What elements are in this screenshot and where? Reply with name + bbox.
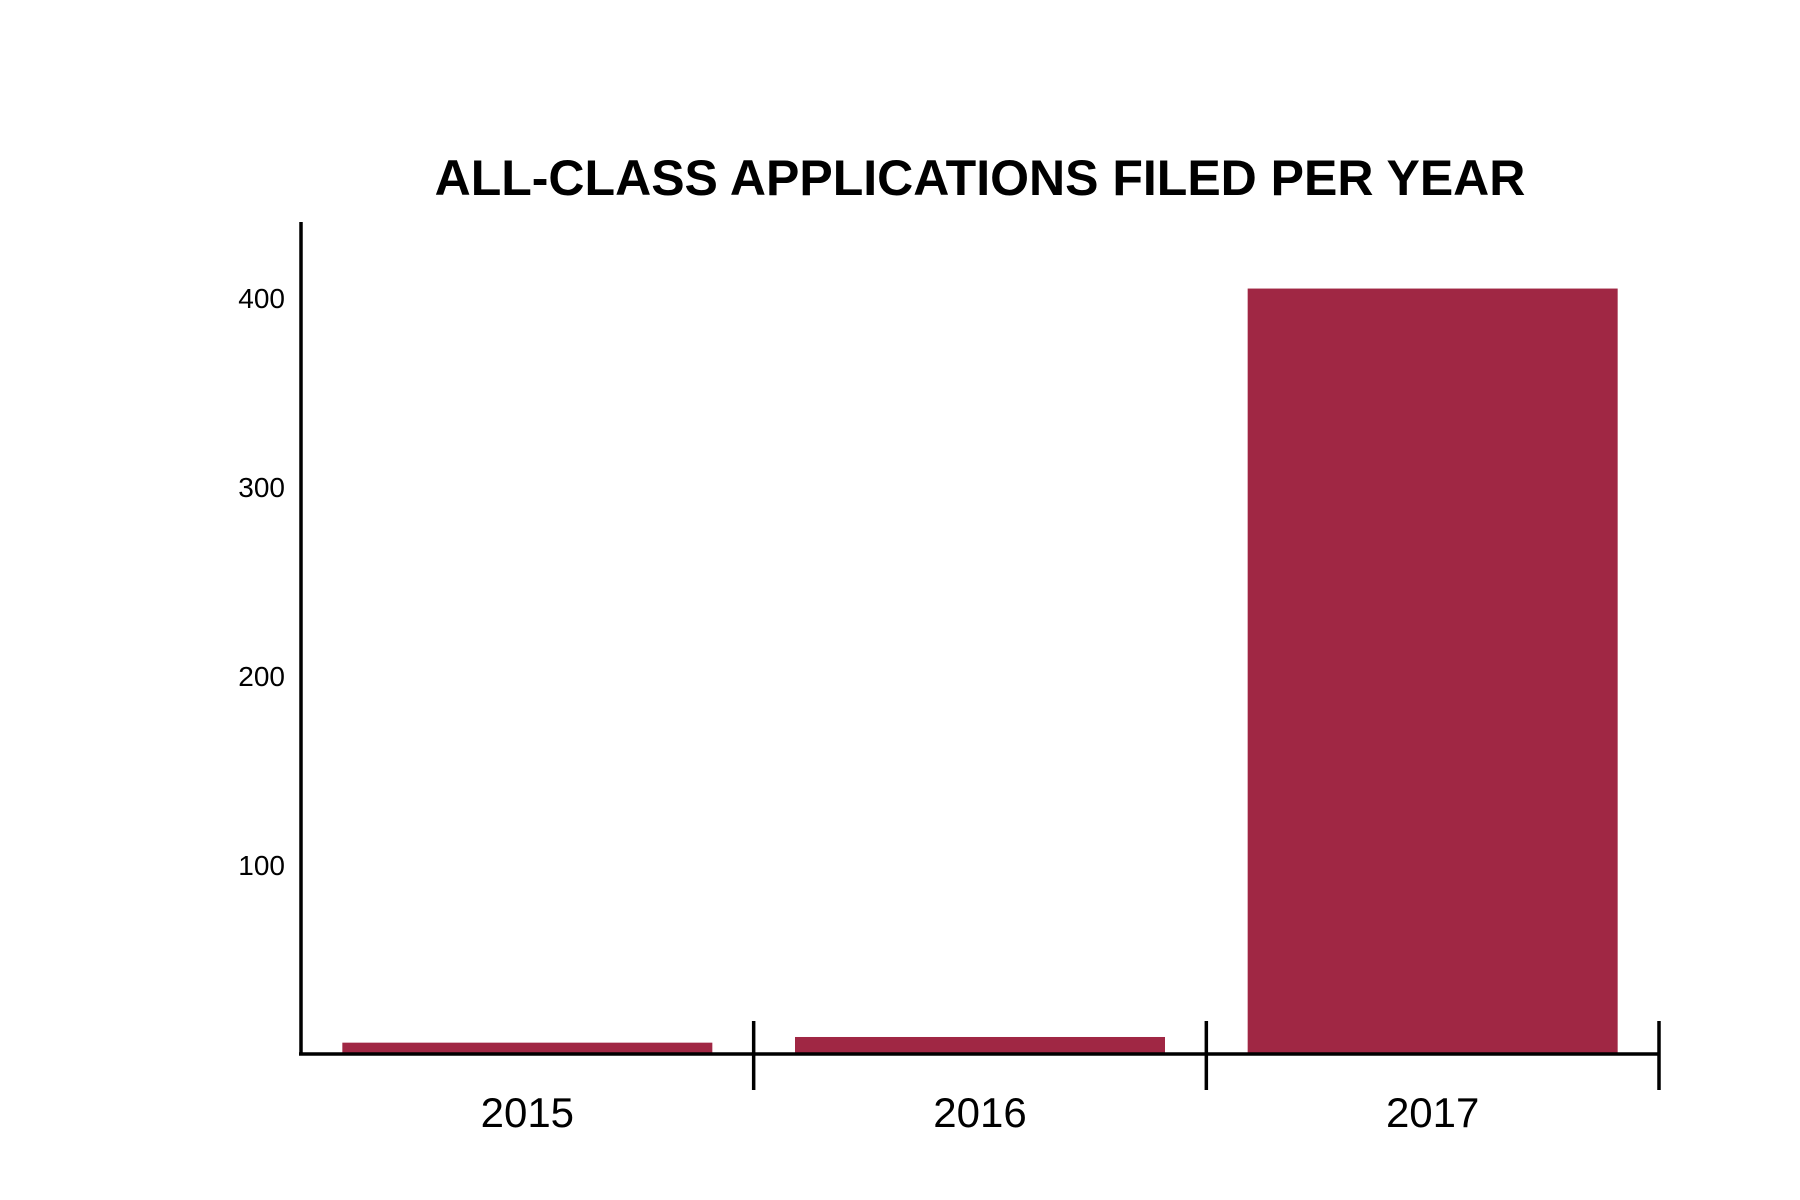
chart-title: ALL-CLASS APPLICATIONS FILED PER YEAR	[435, 150, 1526, 206]
x-axis-ticks: 2015 2016 2017	[481, 1089, 1480, 1136]
bar-2017	[1247, 288, 1618, 1054]
bar-2016	[795, 1036, 1165, 1054]
y-axis-ticks: 100 200 300 400	[238, 283, 285, 881]
bars	[342, 288, 1618, 1054]
x-tick-label: 2015	[481, 1089, 574, 1136]
y-tick-label: 200	[238, 661, 285, 692]
bar-2015	[342, 1042, 713, 1054]
y-tick-label: 400	[238, 283, 285, 314]
y-tick-label: 300	[238, 472, 285, 503]
y-tick-label: 100	[238, 850, 285, 881]
x-tick-label: 2016	[933, 1089, 1026, 1136]
x-axis-dividers	[751, 1021, 1661, 1090]
x-tick-label: 2017	[1386, 1089, 1479, 1136]
